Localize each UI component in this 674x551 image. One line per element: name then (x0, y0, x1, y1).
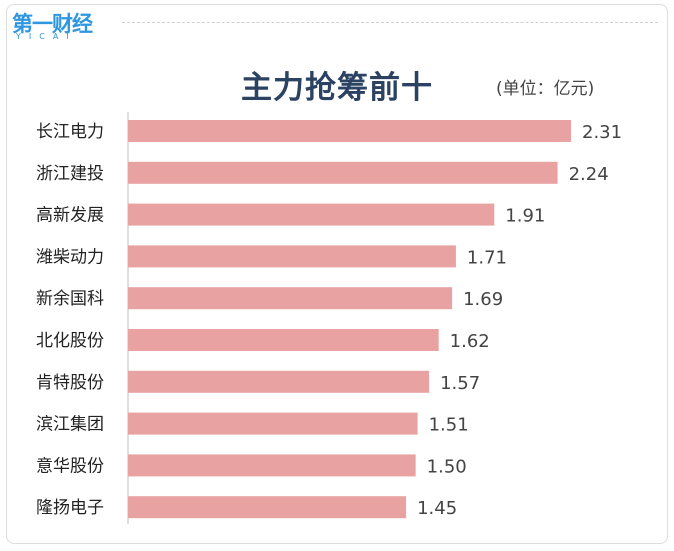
category-label: 滨江集团 (36, 415, 104, 435)
unit-label: (单位：亿元) (496, 79, 595, 99)
chart-title: 主力抢筹前十 (241, 70, 433, 106)
value-label: 1.50 (427, 456, 467, 477)
brand-name: 第一财经 (12, 12, 93, 36)
category-label: 新余国科 (36, 289, 104, 309)
category-label: 高新发展 (36, 206, 104, 226)
bar (128, 496, 407, 519)
category-label: 北化股份 (36, 331, 104, 351)
value-label: 1.57 (440, 373, 480, 394)
category-label: 长江电力 (36, 122, 104, 142)
category-label: 隆扬电子 (36, 498, 104, 518)
bar (128, 161, 558, 184)
brand-subtext: YICAI (16, 32, 77, 41)
bar (128, 329, 439, 351)
bar (128, 245, 456, 268)
category-label: 肯特股份 (36, 373, 104, 393)
value-label: 1.71 (467, 247, 507, 268)
value-label: 2.24 (569, 164, 609, 185)
value-label: 1.91 (505, 206, 545, 227)
value-label: 1.51 (429, 415, 469, 436)
bar (128, 120, 571, 142)
category-label: 潍柴动力 (36, 247, 104, 267)
bar (128, 412, 418, 435)
bar (128, 287, 453, 310)
brand-logo: 第一财经 YICAI (12, 8, 112, 48)
bar (128, 454, 416, 477)
category-label: 意华股份 (36, 456, 104, 476)
value-label: 2.31 (582, 122, 622, 143)
category-label: 浙江建投 (36, 164, 104, 184)
chart-frame (6, 4, 668, 544)
bar (128, 203, 495, 226)
bar (128, 370, 430, 393)
value-label: 1.62 (450, 331, 490, 352)
value-label: 1.69 (463, 289, 503, 310)
value-label: 1.45 (417, 498, 457, 519)
header-divider (122, 22, 658, 23)
